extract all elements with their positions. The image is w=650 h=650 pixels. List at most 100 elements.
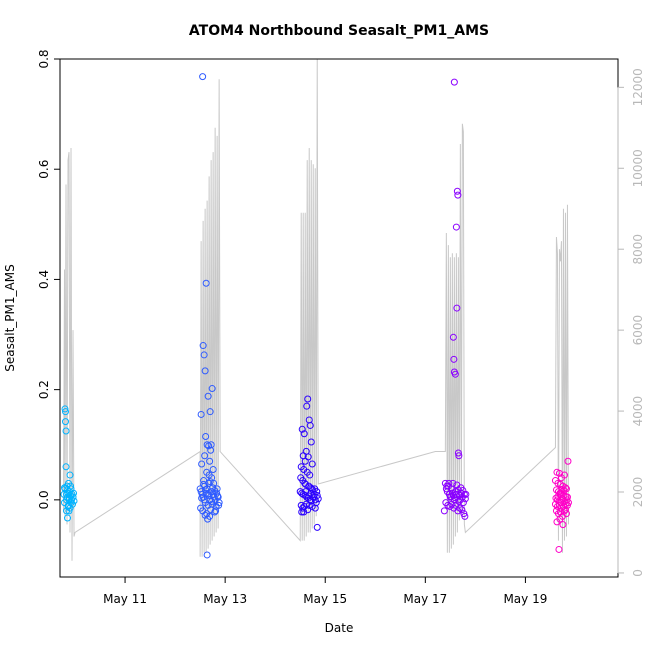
x-tick-label: May 19 [503, 592, 547, 606]
data-point [462, 490, 470, 498]
data-point [205, 442, 213, 450]
data-point [204, 490, 212, 498]
data-point [304, 395, 312, 403]
data-point [200, 351, 208, 359]
y-axis-left: 0.0 0.2 0.4 0.6 0.8 [37, 49, 61, 509]
y2-tick-label: 0 [631, 569, 645, 577]
data-point [453, 187, 461, 195]
data-point [215, 501, 223, 509]
data-point [461, 512, 469, 520]
data-point [440, 507, 448, 515]
data-point [205, 479, 213, 487]
y2-tick-label: 8000 [631, 234, 645, 265]
data-point [455, 498, 463, 505]
data-point [450, 355, 458, 363]
data-point [199, 342, 207, 350]
series-2 [196, 73, 223, 559]
data-point [211, 486, 219, 494]
data-point [305, 501, 313, 509]
data-point [202, 279, 210, 287]
data-point [201, 511, 209, 519]
y2-tick-label: 6000 [631, 315, 645, 346]
plot-frame [59, 58, 619, 578]
series-1 [60, 405, 78, 522]
data-point [201, 452, 209, 460]
data-point [458, 506, 466, 514]
data-point [198, 494, 206, 502]
data-point [210, 479, 218, 487]
data-point [556, 515, 564, 523]
data-point [450, 78, 458, 86]
data-point [215, 499, 223, 507]
data-point [61, 484, 68, 492]
data-point [461, 495, 469, 503]
y2-tick-label: 2000 [631, 477, 645, 508]
chart-title: ATOM4 Northbound Seasalt_PM1_AMS [189, 23, 489, 39]
data-point [300, 430, 308, 438]
data-point [451, 370, 459, 378]
data-point [557, 474, 565, 482]
data-point [564, 457, 572, 465]
data-point [304, 506, 312, 514]
data-point [208, 498, 216, 505]
data-point [62, 418, 69, 426]
data-point [449, 479, 457, 487]
data-point [551, 500, 559, 508]
data-point [299, 504, 307, 512]
data-point [206, 512, 214, 520]
data-point [300, 508, 308, 516]
scatter-points-layer [60, 73, 572, 559]
y-axis-label: Seasalt_PM1_AMS [3, 264, 17, 371]
data-point [206, 457, 214, 465]
data-point [62, 408, 69, 416]
data-point [452, 223, 460, 231]
y2-tick-label: 4000 [631, 396, 645, 427]
x-axis-bottom: May 11 May 13 May 15 May 17 May 19 [103, 576, 547, 606]
y-tick-label: 0.0 [37, 490, 51, 509]
data-point [212, 507, 220, 515]
data-point [207, 506, 215, 514]
y-tick-label: 0.4 [37, 270, 51, 289]
data-point [204, 392, 212, 400]
data-point [311, 504, 319, 512]
data-point [61, 405, 69, 413]
data-point [201, 367, 209, 375]
data-point [62, 427, 70, 435]
data-point [555, 545, 563, 553]
data-point [308, 460, 316, 468]
y-tick-label: 0.6 [37, 160, 51, 179]
x-axis-label: Date [325, 621, 354, 635]
data-point [65, 507, 73, 515]
data-point [447, 493, 455, 501]
data-point [313, 488, 321, 496]
data-point [559, 521, 567, 529]
data-point [207, 446, 215, 454]
y2-tick-label: 10000 [631, 149, 645, 187]
x-tick-label: May 11 [103, 592, 147, 606]
data-point [198, 460, 206, 468]
data-point [453, 304, 461, 312]
data-point [307, 438, 315, 446]
data-point [206, 408, 214, 416]
series-3 [296, 395, 322, 531]
data-point [301, 457, 309, 465]
data-point [69, 493, 77, 501]
secondary-series-line [63, 58, 569, 561]
data-point [449, 333, 457, 341]
data-point [211, 508, 219, 516]
data-point [66, 471, 74, 479]
x-tick-label: May 17 [403, 592, 447, 606]
data-point [205, 491, 213, 499]
data-point [451, 494, 459, 502]
x-tick-label: May 15 [303, 592, 347, 606]
data-point [66, 494, 74, 502]
data-point [306, 471, 314, 479]
data-point [64, 514, 72, 522]
series-5 [551, 457, 572, 553]
data-point [298, 508, 306, 516]
data-point [562, 500, 570, 508]
data-point [314, 495, 322, 503]
data-point [562, 510, 570, 518]
y2-tick-label: 12000 [631, 68, 645, 106]
